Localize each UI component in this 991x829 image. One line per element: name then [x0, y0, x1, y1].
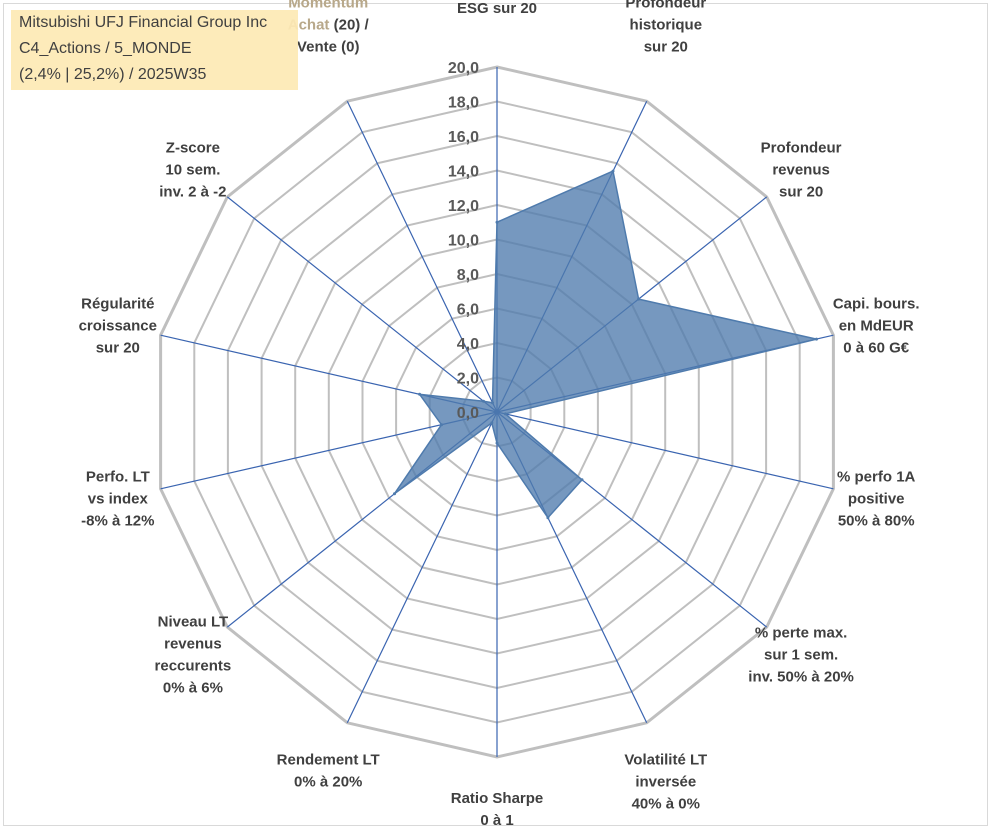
data-point-5 [503, 412, 507, 416]
data-point-13 [482, 399, 485, 403]
axis-label-4: Capi. bours. en MdEUR 0 à 60 G€ [833, 295, 920, 356]
tick-label-8: 16,0 [448, 129, 479, 146]
axis-label-1: NoteESG sur 20 [457, 0, 537, 17]
radar-tick-labels: 0,0 2,0 4,0 6,0 8,0 10,0 12,0 14,0 16,0 18,0 20,0 [448, 60, 479, 422]
tick-label-9: 18,0 [448, 95, 479, 112]
data-point-10 [393, 492, 396, 496]
radar-series [393, 169, 818, 520]
spoke-9 [346, 411, 498, 724]
axis-label-6: % perte max. sur 1 sem. inv. 50% à 20% [748, 625, 854, 686]
portfolio-label: C4_Actions / 5_MONDE [19, 40, 192, 57]
data-point-6 [580, 478, 584, 482]
axis-label-12: Régularité croissance sur 20 [79, 295, 157, 356]
tick-label-5: 10,0 [448, 233, 479, 250]
data-point-7 [546, 516, 550, 520]
axis-label-2: Profondeur historique sur 20 [625, 0, 706, 56]
tick-label-6: 12,0 [448, 198, 479, 215]
info-box [11, 10, 298, 90]
tick-label-7: 14,0 [448, 164, 479, 181]
data-point-1 [495, 220, 499, 224]
spoke-14 [346, 100, 498, 413]
axis-label-9: Rendement LT 0% à 20% [277, 752, 380, 791]
tick-label-4: 8,0 [457, 267, 479, 284]
tick-label-0: 0,0 [457, 405, 479, 422]
tick-label-1: 2,0 [457, 371, 479, 388]
axis-label-11: Perfo. LT vs index -8% à 12% [81, 469, 154, 530]
tick-label-2: 4,0 [457, 336, 479, 353]
data-point-9 [490, 421, 494, 425]
spoke-13 [226, 196, 498, 413]
data-point-2 [611, 169, 615, 173]
company-name: Mitsubishi UFJ Financial Group Inc [19, 14, 268, 31]
data-point-8 [495, 441, 499, 445]
data-point-3 [637, 297, 641, 301]
axis-label-3: Profondeur revenus sur 20 [761, 140, 842, 201]
axis-label-5: % perfo 1A positive 50% à 80% [837, 469, 916, 530]
axis-label-7: Volatilité LT inversée 40% à 0% [624, 752, 707, 813]
stats-label: (2,4% | 25,2%) / 2025W35 [19, 66, 207, 83]
axis-label-10: Niveau LT revenus reccurents 0% à 6% [155, 614, 232, 697]
tick-label-3: 6,0 [457, 302, 479, 319]
data-point-11 [440, 423, 443, 427]
spoke-5 [496, 411, 834, 490]
axis-label-8: Ratio Sharpe 0 à 1 [451, 790, 544, 829]
tick-label-10: 20,0 [448, 60, 479, 77]
axis-label-13: Z-score 10 sem. inv. 2 à -2 [159, 140, 226, 201]
axis-label-14: Momentum Achat (20) / Vente (0) [288, 0, 370, 56]
data-point-4 [815, 337, 818, 341]
data-point-12 [418, 392, 422, 396]
data-point-14 [491, 401, 494, 405]
